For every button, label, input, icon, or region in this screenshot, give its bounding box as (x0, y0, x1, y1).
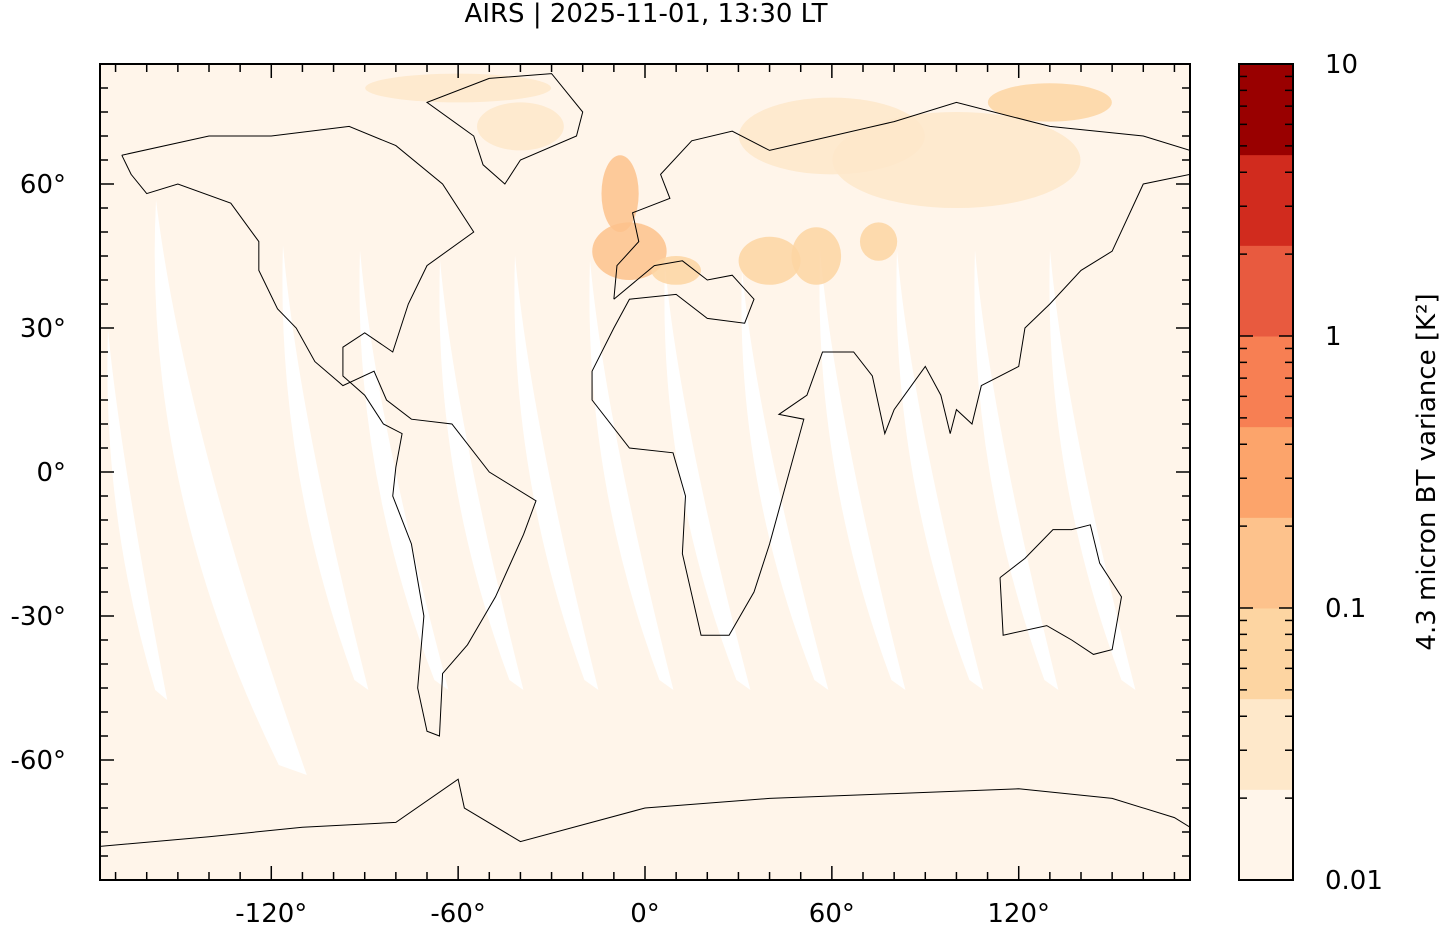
lat-tick-label: 30° (20, 314, 66, 344)
variance-patch (987, 83, 1112, 122)
variance-patch (859, 222, 898, 261)
data-gap-swath (819, 250, 906, 690)
lon-tick-label: 0° (630, 899, 660, 929)
data-gap-swath (359, 250, 449, 690)
map-area (100, 64, 1190, 880)
lat-tick-label: 60° (20, 170, 66, 200)
data-gap-swath (282, 245, 369, 690)
colorbar-tick-label: 0.1 (1325, 594, 1366, 624)
colorbar-segment (1239, 517, 1293, 609)
lon-tick-label: -120° (235, 899, 307, 929)
lon-tick-label: 60° (809, 899, 855, 929)
colorbar-segment (1239, 64, 1293, 156)
coastline (121, 125, 537, 737)
colorbar-label: 4.3 micron BT variance [K²] (1412, 293, 1442, 650)
map-axes: -120° -60° 0° 60° 120° 60° 30° 0° -30° -60° (11, 63, 1190, 929)
colorbar-tick-label: 10 (1325, 50, 1358, 80)
data-gap-swath (741, 270, 829, 690)
variance-patch (832, 112, 1081, 208)
colorbar: 10 1 0.1 0.01 (1238, 50, 1383, 896)
colorbar-segment (1239, 698, 1293, 790)
data-gap-swath (974, 250, 1059, 690)
coastline (425, 73, 584, 185)
colorbar-segment (1239, 336, 1293, 428)
data-gap-swath (439, 260, 524, 690)
lat-tick-label: -30° (11, 602, 66, 632)
colorbar-segment (1239, 154, 1293, 246)
data-gap-swath (1049, 250, 1136, 690)
colorbar-segment (1239, 789, 1293, 881)
lat-tick-label: -60° (11, 746, 66, 776)
data-gap-swath (664, 265, 751, 690)
data-gap-swath (514, 255, 599, 690)
data-gap-swath (154, 200, 307, 775)
data-gap-swath (896, 250, 984, 690)
colorbar-segment (1239, 426, 1293, 518)
variance-patch (738, 236, 801, 285)
colorbar-segment (1239, 608, 1293, 700)
variance-patch (791, 227, 842, 285)
data-gap-swath (589, 260, 674, 690)
data-gap-swath (107, 330, 168, 700)
figure-title: AIRS | 2025-11-01, 13:30 LT (465, 0, 828, 29)
colorbar-tick-label: 0.01 (1325, 866, 1383, 896)
variance-patch (365, 73, 552, 103)
lat-tick-label: 0° (36, 458, 66, 488)
variance-patch (651, 256, 701, 285)
coastline (591, 101, 1190, 636)
colorbar-segment (1239, 245, 1293, 337)
variance-patch (477, 102, 564, 151)
variance-patch (601, 155, 639, 233)
coastline (999, 524, 1123, 655)
colorbar-tick-label: 1 (1325, 322, 1342, 352)
colorbar-frame (1238, 63, 1294, 881)
lon-tick-label: 120° (987, 899, 1050, 929)
coastline (100, 778, 1190, 847)
lon-tick-label: -60° (430, 899, 485, 929)
